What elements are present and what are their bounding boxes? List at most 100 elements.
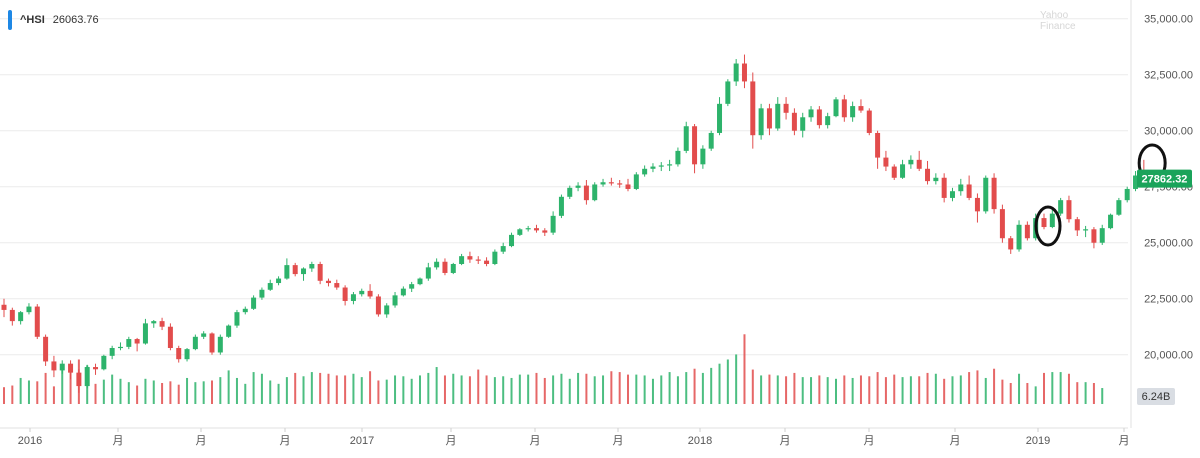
volume-bar — [984, 377, 987, 404]
candle-body — [816, 109, 822, 126]
candle-body — [925, 168, 931, 182]
candle-body — [916, 159, 922, 169]
candle-body — [1024, 224, 1030, 239]
candle-body — [184, 349, 190, 360]
candle-body — [500, 246, 506, 252]
volume-bar — [44, 372, 47, 404]
candle-body — [791, 112, 797, 131]
volume-bar — [119, 378, 122, 404]
candle-body — [1091, 229, 1097, 243]
candle-body — [575, 185, 581, 188]
volume-bar — [477, 369, 480, 404]
volume-bar — [718, 363, 721, 404]
volume-bar — [701, 372, 704, 404]
volume-bar — [377, 380, 380, 404]
volume-bar — [893, 374, 896, 404]
candle-body — [758, 108, 764, 136]
x-tick-label: 月 — [864, 435, 875, 447]
volume-bar — [169, 381, 172, 404]
current-price-label: 27862.32 — [1142, 174, 1188, 186]
candle-body — [409, 284, 415, 289]
volume-bar — [859, 375, 862, 404]
candle-body — [43, 336, 49, 362]
annotation-circle-2019-dip — [1034, 205, 1062, 247]
candle-body — [683, 126, 689, 151]
candle-body — [201, 333, 207, 337]
volume-bar — [94, 383, 97, 404]
volume-bar — [1084, 382, 1087, 404]
candle-body — [51, 361, 57, 371]
volume-bar — [926, 372, 929, 404]
watermark-line1: Yahoo — [1040, 10, 1069, 21]
candle-body — [775, 103, 781, 129]
volume-bar — [918, 376, 921, 404]
candle-body — [442, 261, 448, 273]
volume-bar — [810, 377, 813, 404]
candle-body — [908, 159, 914, 165]
candle-body — [783, 103, 789, 113]
volume-bar — [1092, 383, 1095, 404]
candle-body — [833, 99, 839, 117]
volume-bar — [776, 375, 779, 404]
candle-body — [983, 177, 989, 212]
candle-body — [958, 184, 964, 192]
volume-bar — [951, 376, 954, 404]
legend-value: 26063.76 — [52, 14, 99, 26]
candle-body — [700, 148, 706, 165]
candle-body — [542, 230, 548, 233]
candle-body — [1074, 219, 1080, 231]
candle-body — [550, 215, 556, 233]
x-tick-label: 月 — [530, 435, 541, 447]
candle-body — [1008, 238, 1014, 250]
candle-body — [84, 367, 90, 387]
candle-body — [109, 348, 115, 356]
volume-bar — [260, 373, 263, 404]
candle-body — [484, 260, 490, 264]
candle-body — [733, 63, 739, 82]
candle-body — [475, 259, 481, 261]
volume-bar — [186, 377, 189, 404]
volume-bar — [460, 375, 463, 404]
volume-bar — [535, 372, 538, 404]
candle-body — [425, 267, 431, 279]
series-color-marker — [8, 10, 12, 30]
current-price-badge — [1137, 169, 1192, 188]
candle-body — [301, 268, 307, 275]
candle-body — [608, 182, 614, 184]
candle-body — [1016, 224, 1022, 250]
x-tick-label: 月 — [446, 435, 457, 447]
volume-bar — [360, 377, 363, 404]
candle-body — [900, 164, 906, 178]
candle-body — [966, 184, 972, 198]
y-axis: 35,000.0032,500.0030,000.0027,500.0025,0… — [1144, 14, 1193, 362]
volume-bar — [884, 377, 887, 404]
volume-bar — [468, 376, 471, 404]
x-tick-label: 2018 — [688, 435, 712, 447]
volume-bar — [693, 368, 696, 404]
candle-body — [467, 256, 473, 260]
x-tick-label: 月 — [613, 435, 624, 447]
chart-legend[interactable]: ^HSI 26063.76 — [8, 10, 99, 30]
candle-body — [226, 325, 232, 337]
volume-bar — [11, 385, 14, 404]
candle-body — [217, 336, 223, 353]
volume-bar — [876, 372, 879, 404]
volume-bar — [527, 374, 530, 404]
volume-bar — [1059, 372, 1062, 404]
candle-body — [234, 312, 240, 326]
volume-bar — [19, 377, 22, 404]
volume-bar — [61, 364, 64, 404]
candle-body — [717, 103, 723, 133]
volume-bar — [618, 372, 621, 404]
volume-bar — [760, 375, 763, 404]
candle-body — [808, 109, 814, 118]
candle-body — [1133, 175, 1139, 189]
volume-bar — [161, 383, 164, 404]
volume-bar — [1018, 373, 1021, 404]
candle-body — [9, 309, 15, 322]
candle-body — [850, 106, 856, 118]
candle-body — [933, 177, 939, 182]
volume-bar — [751, 369, 754, 404]
